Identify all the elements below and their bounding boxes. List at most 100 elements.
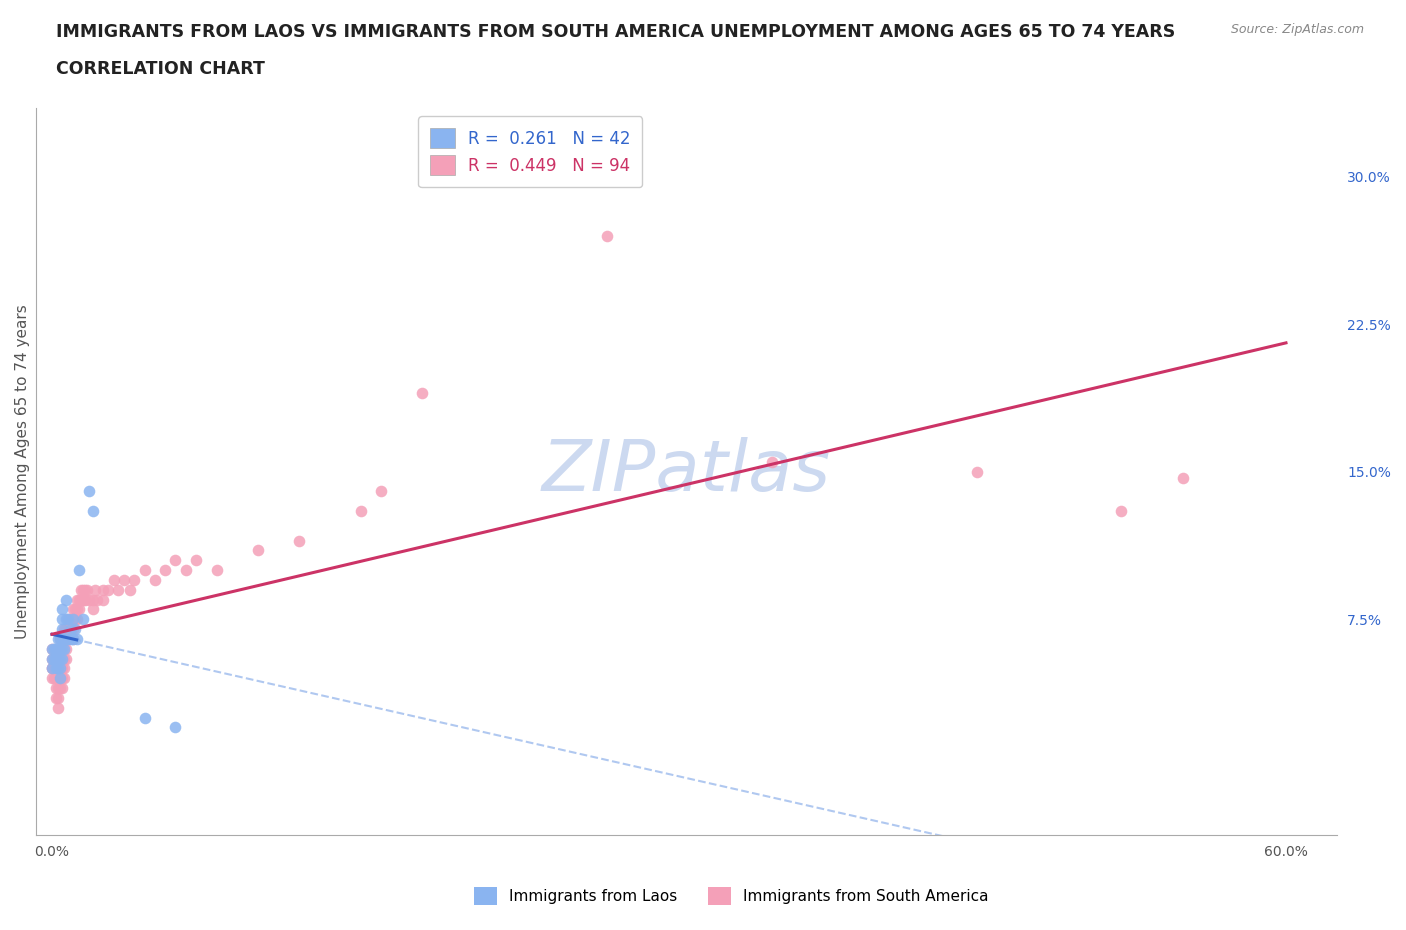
Point: [46, 631, 69, 646]
Point: [51, 631, 73, 646]
Point: [55, 642, 77, 657]
Point: [45, 681, 67, 696]
Point: [288, 533, 311, 548]
Point: [42, 651, 65, 666]
Point: [107, 582, 129, 597]
Point: [1173, 471, 1195, 485]
Point: [46, 661, 69, 676]
Point: [165, 720, 187, 735]
Point: [67, 592, 90, 607]
Legend: R =  0.261   N = 42, R =  0.449   N = 94: R = 0.261 N = 42, R = 0.449 N = 94: [418, 116, 643, 187]
Point: [761, 455, 783, 470]
Point: [45, 642, 67, 657]
Text: IMMIGRANTS FROM LAOS VS IMMIGRANTS FROM SOUTH AMERICA UNEMPLOYMENT AMONG AGES 65: IMMIGRANTS FROM LAOS VS IMMIGRANTS FROM …: [56, 23, 1175, 41]
Point: [49, 671, 72, 685]
Point: [59, 621, 82, 636]
Point: [51, 681, 73, 696]
Point: [49, 651, 72, 666]
Legend: Immigrants from Laos, Immigrants from South America: Immigrants from Laos, Immigrants from So…: [467, 879, 995, 913]
Point: [103, 573, 125, 588]
Point: [62, 631, 84, 646]
Point: [45, 651, 67, 666]
Point: [67, 602, 90, 617]
Point: [49, 631, 72, 646]
Point: [120, 582, 142, 597]
Point: [93, 592, 115, 607]
Point: [63, 612, 86, 627]
Point: [51, 642, 73, 657]
Point: [62, 612, 84, 627]
Point: [41, 642, 63, 657]
Point: [153, 563, 176, 578]
Point: [174, 563, 197, 578]
Point: [370, 484, 392, 498]
Point: [96, 582, 118, 597]
Point: [49, 642, 72, 657]
Text: CORRELATION CHART: CORRELATION CHART: [56, 60, 266, 78]
Point: [134, 711, 156, 725]
Point: [46, 661, 69, 676]
Point: [55, 621, 77, 636]
Point: [49, 661, 72, 676]
Point: [246, 543, 269, 558]
Point: [46, 700, 69, 715]
Point: [59, 621, 82, 636]
Point: [966, 464, 988, 479]
Point: [41, 671, 63, 685]
Point: [51, 671, 73, 685]
Point: [84, 582, 107, 597]
Point: [51, 612, 73, 627]
Point: [41, 651, 63, 666]
Point: [41, 661, 63, 676]
Point: [55, 631, 77, 646]
Point: [46, 651, 69, 666]
Point: [62, 602, 84, 617]
Point: [49, 651, 72, 666]
Point: [72, 592, 94, 607]
Point: [42, 661, 65, 676]
Point: [58, 631, 80, 646]
Point: [62, 612, 84, 627]
Point: [45, 661, 67, 676]
Point: [55, 612, 77, 627]
Y-axis label: Unemployment Among Ages 65 to 74 years: Unemployment Among Ages 65 to 74 years: [15, 304, 30, 639]
Point: [53, 621, 76, 636]
Point: [77, 484, 100, 498]
Point: [66, 612, 89, 627]
Point: [596, 229, 619, 244]
Point: [205, 563, 228, 578]
Point: [72, 612, 94, 627]
Point: [42, 651, 65, 666]
Point: [82, 602, 104, 617]
Point: [411, 386, 433, 401]
Point: [46, 671, 69, 685]
Point: [49, 681, 72, 696]
Point: [63, 621, 86, 636]
Point: [59, 612, 82, 627]
Point: [45, 690, 67, 705]
Point: [46, 642, 69, 657]
Point: [55, 651, 77, 666]
Text: ZIPatlas: ZIPatlas: [541, 437, 831, 506]
Point: [124, 573, 146, 588]
Point: [51, 602, 73, 617]
Point: [45, 651, 67, 666]
Point: [53, 631, 76, 646]
Point: [77, 592, 100, 607]
Point: [82, 504, 104, 519]
Point: [67, 563, 90, 578]
Point: [349, 504, 371, 519]
Point: [51, 631, 73, 646]
Point: [76, 582, 98, 597]
Point: [58, 621, 80, 636]
Point: [41, 651, 63, 666]
Point: [93, 582, 115, 597]
Point: [73, 592, 96, 607]
Point: [51, 661, 73, 676]
Point: [63, 602, 86, 617]
Point: [1111, 504, 1133, 519]
Point: [42, 671, 65, 685]
Point: [73, 582, 96, 597]
Point: [41, 642, 63, 657]
Point: [58, 612, 80, 627]
